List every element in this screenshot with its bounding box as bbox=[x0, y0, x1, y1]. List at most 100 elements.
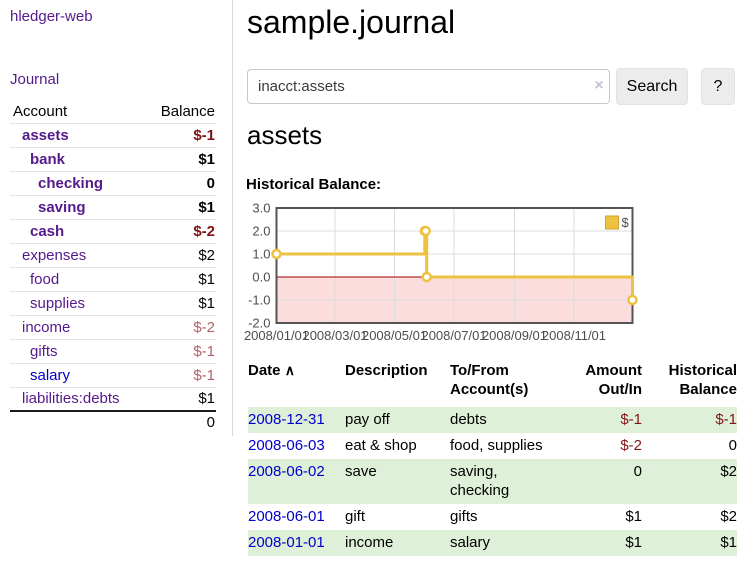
accounts-total-spacer bbox=[10, 410, 145, 433]
historical-balance-chart: 3.0 2.0 1.0 0.0 -1.0 -2.0 2008/01/01 2008/03/01… bbox=[240, 201, 642, 348]
register-header-description: Description bbox=[345, 362, 428, 379]
account-row: expenses $2 bbox=[10, 242, 216, 267]
svg-text:-2.0: -2.0 bbox=[248, 316, 270, 331]
register-row: 2008-12-31 pay off debts $-1 $-1 bbox=[248, 407, 737, 433]
accounts-total-row: 0 bbox=[10, 410, 216, 433]
transaction-date-link[interactable]: 2008-12-31 bbox=[248, 411, 325, 428]
register-row: 2008-01-01 income salary $1 $1 bbox=[248, 530, 737, 556]
sort-by-date-link[interactable]: Date ∧ bbox=[248, 362, 295, 379]
description-cell: income bbox=[345, 534, 394, 551]
account-cell: checking bbox=[10, 170, 145, 195]
account-row: saving $1 bbox=[10, 194, 216, 219]
account-cell: food bbox=[10, 266, 145, 291]
account-row: liabilities:debts $1 bbox=[10, 386, 216, 411]
account-link[interactable]: bank bbox=[30, 150, 66, 168]
sort-asc-icon: ∧ bbox=[284, 362, 295, 378]
accounts-total-value: 0 bbox=[144, 410, 216, 433]
account-cell: liabilities:debts bbox=[10, 386, 145, 411]
account-cell: gifts bbox=[10, 338, 145, 363]
account-cell: assets bbox=[10, 122, 145, 147]
svg-text:2008/05/01: 2008/05/01 bbox=[362, 328, 427, 343]
account-balance: $1 bbox=[144, 194, 216, 219]
account-row: food $1 bbox=[10, 266, 216, 291]
account-balance: $-2 bbox=[144, 314, 216, 339]
account-balance: $1 bbox=[144, 386, 216, 411]
account-link[interactable]: food bbox=[30, 270, 60, 288]
account-balance: $-2 bbox=[144, 218, 216, 243]
description-cell: pay off bbox=[345, 411, 390, 428]
balance-cell: $1 bbox=[720, 534, 737, 551]
search-input[interactable] bbox=[247, 69, 610, 104]
account-heading: assets bbox=[247, 120, 323, 150]
account-link[interactable]: supplies bbox=[30, 294, 86, 312]
app-title-link[interactable]: hledger-web bbox=[10, 8, 93, 25]
account-row: checking 0 bbox=[10, 170, 216, 195]
svg-text:2008/07/01: 2008/07/01 bbox=[421, 328, 486, 343]
svg-text:1.0: 1.0 bbox=[252, 247, 270, 262]
description-cell: gift bbox=[345, 508, 366, 525]
date-cell: 2008-12-31 bbox=[248, 407, 345, 433]
account-cell: supplies bbox=[10, 290, 145, 315]
balance-cell: 0 bbox=[728, 437, 737, 454]
account-balance: $-1 bbox=[144, 338, 216, 363]
account-link[interactable]: cash bbox=[30, 222, 65, 240]
register-row: 2008-06-03 eat & shop food, supplies $-2 0 bbox=[248, 433, 737, 459]
search-button[interactable]: Search bbox=[616, 68, 688, 105]
account-link[interactable]: expenses bbox=[22, 246, 87, 264]
accounts-header-row: Account Balance bbox=[10, 100, 216, 123]
account-link[interactable]: income bbox=[22, 318, 71, 336]
amount-cell: $-2 bbox=[620, 437, 642, 454]
accounts-header-balance: Balance bbox=[160, 102, 215, 120]
account-row: bank $1 bbox=[10, 146, 216, 171]
clear-search-icon[interactable]: × bbox=[594, 77, 604, 94]
transaction-date-link[interactable]: 2008-01-01 bbox=[248, 534, 325, 551]
account-link[interactable]: saving bbox=[38, 198, 86, 216]
balance-cell: $2 bbox=[720, 508, 737, 525]
account-link[interactable]: salary bbox=[30, 366, 71, 384]
svg-text:2008/03/01: 2008/03/01 bbox=[302, 328, 367, 343]
svg-text:3.0: 3.0 bbox=[252, 202, 270, 216]
svg-text:0.0: 0.0 bbox=[252, 270, 270, 285]
account-balance: $-1 bbox=[144, 362, 216, 387]
register-row: 2008-06-02 save saving, checking 0 $2 bbox=[248, 459, 737, 504]
svg-text:2008/09/01: 2008/09/01 bbox=[482, 328, 547, 343]
nav-journal-link[interactable]: Journal bbox=[10, 71, 60, 88]
transaction-date-link[interactable]: 2008-06-01 bbox=[248, 508, 325, 525]
date-cell: 2008-01-01 bbox=[248, 530, 345, 556]
chart-title: Historical Balance: bbox=[246, 176, 382, 193]
accounts-cell: gifts bbox=[450, 508, 478, 525]
transaction-date-link[interactable]: 2008-06-03 bbox=[248, 437, 325, 454]
account-link[interactable]: checking bbox=[38, 174, 104, 192]
register-header-amount: Amount Out/In bbox=[585, 362, 642, 398]
balance-cell: $2 bbox=[720, 463, 737, 480]
amount-cell: $1 bbox=[625, 534, 642, 551]
account-cell: expenses bbox=[10, 242, 145, 267]
account-row: cash $-2 bbox=[10, 218, 216, 243]
account-row: supplies $1 bbox=[10, 290, 216, 315]
account-link[interactable]: assets bbox=[22, 126, 69, 144]
date-cell: 2008-06-01 bbox=[248, 504, 345, 530]
svg-text:2.0: 2.0 bbox=[252, 224, 270, 239]
account-balance: $1 bbox=[144, 290, 216, 315]
amount-cell: $1 bbox=[625, 508, 642, 525]
transaction-date-link[interactable]: 2008-06-02 bbox=[248, 463, 325, 480]
accounts-header-account: Account bbox=[13, 102, 68, 120]
svg-text:$: $ bbox=[622, 215, 630, 230]
account-row: income $-2 bbox=[10, 314, 216, 339]
account-balance: $1 bbox=[144, 146, 216, 171]
svg-text:-1.0: -1.0 bbox=[248, 293, 270, 308]
register-row: 2008-06-01 gift gifts $1 $2 bbox=[248, 504, 737, 530]
help-button[interactable]: ? bbox=[701, 68, 735, 105]
account-link[interactable]: liabilities:debts bbox=[22, 390, 120, 408]
svg-text:2008/01/01: 2008/01/01 bbox=[244, 328, 309, 343]
account-cell: saving bbox=[10, 194, 145, 219]
register-header-date: Date ∧ bbox=[248, 361, 345, 407]
account-balance: 0 bbox=[144, 170, 216, 195]
accounts-cell: saving, checking bbox=[450, 463, 510, 499]
accounts-cell: debts bbox=[450, 411, 487, 428]
accounts-table: Account Balance assets $-1 bank $1 checking 0… bbox=[10, 100, 216, 433]
account-link[interactable]: gifts bbox=[30, 342, 58, 360]
description-cell: eat & shop bbox=[345, 437, 417, 454]
account-row: gifts $-1 bbox=[10, 338, 216, 363]
date-header-label: Date bbox=[248, 362, 281, 379]
